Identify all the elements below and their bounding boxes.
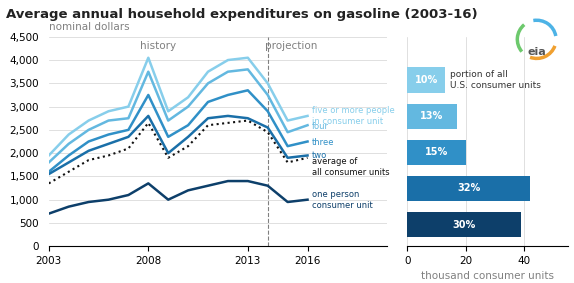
Text: 32%: 32% [457,183,480,194]
Text: eia: eia [528,47,546,57]
Bar [407,140,466,165]
Text: 15%: 15% [425,147,448,157]
Text: three: three [312,138,334,147]
Text: one person
consumer unit: one person consumer unit [312,190,373,210]
Text: history: history [140,40,176,50]
Text: four: four [312,122,328,131]
Text: 30%: 30% [453,220,476,230]
Text: average of
all consumer units: average of all consumer units [312,157,389,177]
X-axis label: thousand consumer units: thousand consumer units [421,271,554,282]
Bar [407,67,445,93]
Text: five or more people
in consumer unit: five or more people in consumer unit [312,106,394,126]
Text: two: two [312,151,327,160]
Text: Average annual household expenditures on gasoline (2003-16): Average annual household expenditures on… [6,8,478,22]
Bar [407,104,457,129]
Text: portion of all
U.S. consumer units: portion of all U.S. consumer units [449,70,541,90]
Text: nominal dollars: nominal dollars [49,22,129,32]
Text: 13%: 13% [420,111,444,121]
Bar [407,212,521,237]
Text: projection: projection [265,40,318,50]
Text: 10%: 10% [414,75,438,85]
Bar [407,176,530,201]
